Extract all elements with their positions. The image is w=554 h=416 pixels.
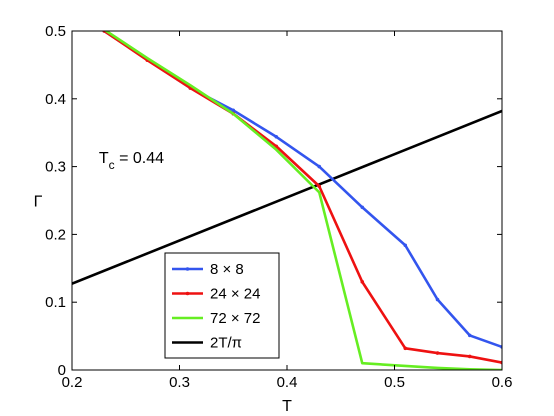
legend-entry: 72 × 72 [210,310,260,327]
axis-ticks: 0.2 0.3 0.4 0.5 0.6 0 0.1 0.2 0.3 0.4 0.5 [45,23,512,391]
legend-marker [185,291,190,296]
x-tick-label: 0.5 [384,374,405,391]
data-point [274,134,279,139]
y-tick-label: 0.4 [45,91,66,108]
series-line-2 [103,31,502,370]
data-point [435,351,440,355]
data-point [360,205,365,210]
annotation-subscript: c [109,158,115,172]
y-tick-label: 0.1 [45,294,66,311]
series-layer [72,31,502,370]
legend-entry: 8 × 8 [210,261,244,278]
data-point [435,297,440,302]
legend-entry: 2T/π [210,335,242,352]
data-point [317,164,322,169]
legend-entry: 24 × 24 [210,286,260,303]
legend-box [164,252,280,359]
data-point [317,184,322,189]
annotation-base: T [99,150,109,167]
y-tick-label: 0.3 [45,159,66,176]
y-tick-label: 0.2 [45,226,66,243]
x-tick-label: 0.2 [62,374,83,391]
y-axis-label: Γ [34,194,43,211]
series-line-3 [72,109,502,285]
x-tick-label: 0.6 [492,374,513,391]
data-point [403,346,408,351]
y-tick-label: 0.5 [45,23,66,40]
critical-temperature-annotation: Tc = 0.44 [99,150,164,172]
data-point [231,108,236,113]
data-point [274,144,279,149]
data-point [360,280,365,284]
data-point [403,243,408,248]
x-tick-label: 0.3 [169,374,190,391]
y-tick-label: 0 [58,362,66,379]
x-axis-label: T [282,398,292,415]
annotation-value: = 0.44 [115,150,164,167]
data-point [467,333,472,338]
legend: 8 × 8 24 × 24 72 × 72 2T/π [164,252,280,359]
data-point [467,354,472,359]
legend-marker [185,267,190,271]
x-tick-label: 0.4 [277,374,298,391]
